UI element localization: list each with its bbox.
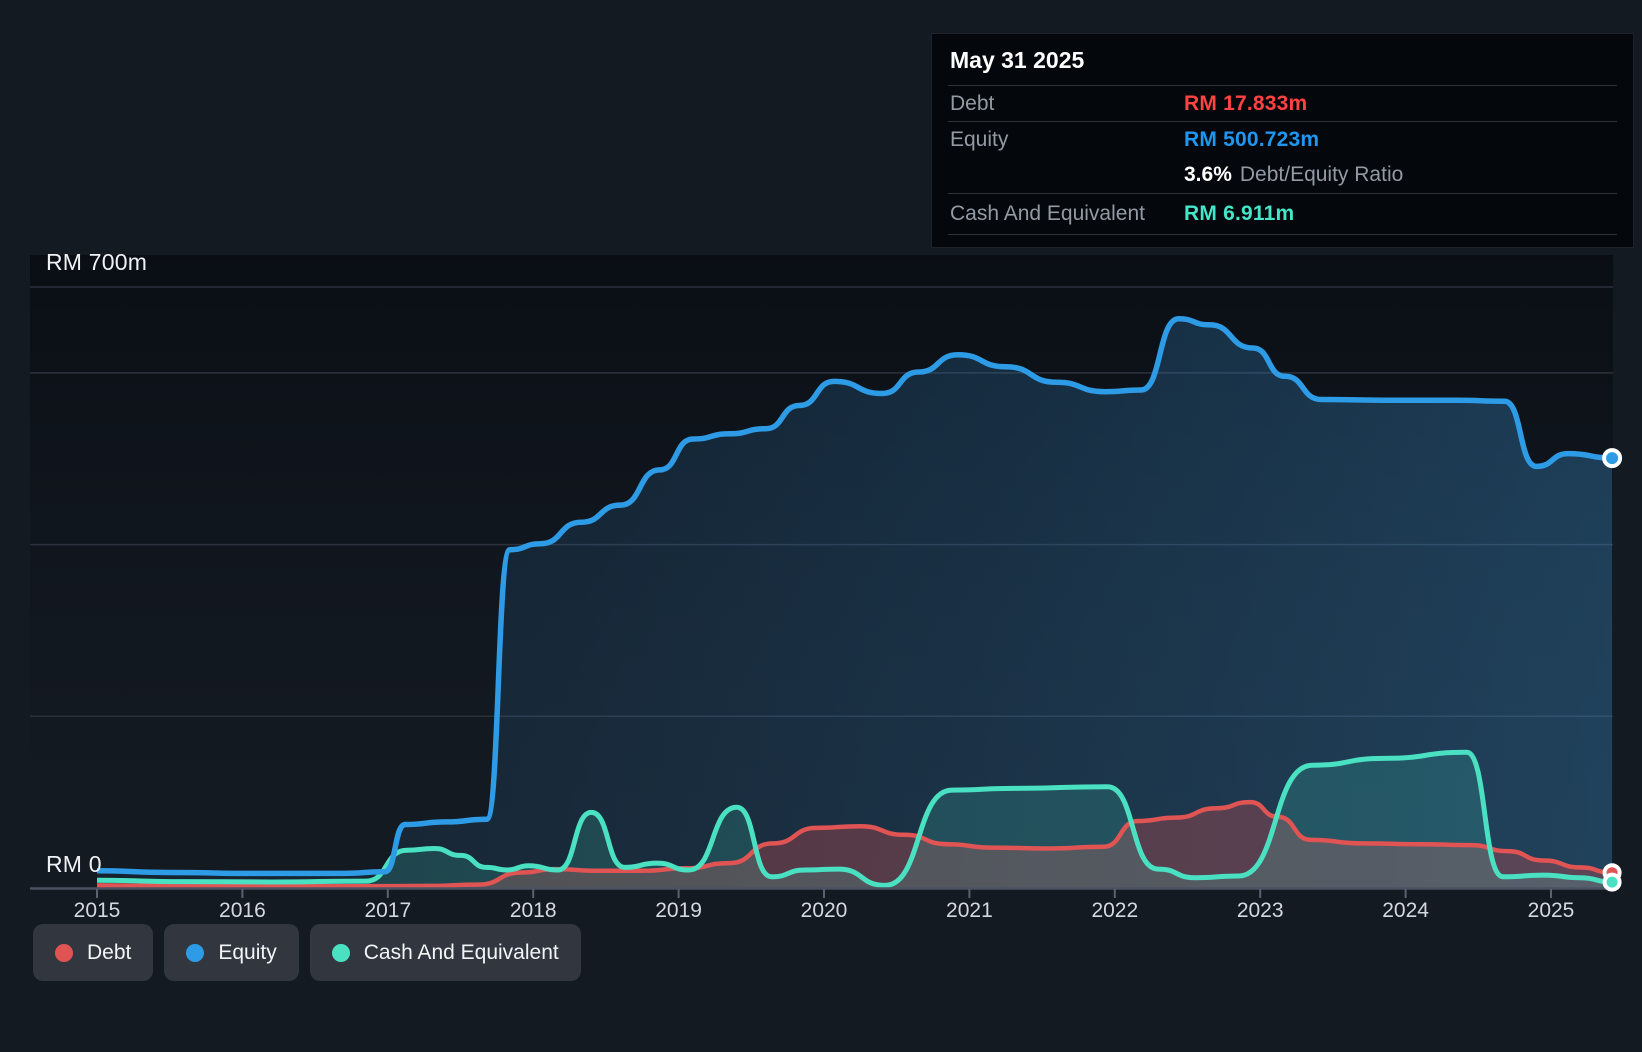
equity-dot-icon (186, 943, 205, 962)
year-label: 2022 (1091, 899, 1139, 922)
y-axis-zero-label: RM 0 (46, 851, 102, 877)
tooltip-debt-value: RM 17.833m (1184, 91, 1308, 115)
tooltip-row-debt: Debt RM 17.833m (948, 86, 1617, 122)
year-label: 2020 (800, 899, 848, 922)
chart-legend: Debt Equity Cash And Equivalent (33, 924, 581, 981)
legend-label: Debt (87, 940, 132, 964)
legend-item-cash[interactable]: Cash And Equivalent (309, 924, 581, 981)
year-label: 2015 (73, 899, 121, 922)
tooltip-date: May 31 2025 (948, 34, 1617, 86)
year-label: 2023 (1236, 899, 1284, 922)
cash-area (97, 752, 1613, 888)
tooltip-row-ratio: 3.6% Debt/Equity Ratio (948, 157, 1617, 194)
cash-line (96, 749, 1613, 888)
tooltip-ratio-value: 3.6% (1184, 163, 1232, 186)
year-label: 2017 (364, 899, 412, 922)
tooltip-debt-label: Debt (950, 91, 995, 115)
equity-line (96, 316, 1613, 877)
tooltip-equity-value: RM 500.723m (1184, 127, 1320, 151)
legend-item-debt[interactable]: Debt (33, 924, 154, 981)
cash-endpoint-marker (1602, 872, 1622, 892)
year-label: 2019 (655, 899, 702, 922)
tooltip-equity-label: Equity (950, 127, 1009, 151)
hover-tooltip: May 31 2025 Debt RM 17.833m Equity RM 50… (931, 33, 1634, 248)
legend-item-equity[interactable]: Equity (164, 924, 299, 981)
tooltip-cash-value: RM 6.911m (1184, 202, 1295, 225)
tooltip-cash-label: Cash And Equivalent (950, 202, 1145, 225)
debt-line (96, 799, 1613, 889)
legend-label: Cash And Equivalent (363, 940, 559, 964)
debt-area (97, 802, 1613, 888)
tooltip-ratio-label: Debt/Equity Ratio (1239, 163, 1404, 186)
year-label: 2021 (946, 899, 993, 922)
year-label: 2024 (1382, 899, 1429, 922)
legend-label: Equity (218, 940, 277, 964)
x-axis-ticks (96, 889, 1552, 898)
cash-dot-icon (331, 943, 350, 962)
year-label: 2018 (509, 899, 557, 922)
y-axis-max-label: RM 700m (46, 249, 148, 275)
year-label: 2016 (219, 899, 266, 922)
debt-dot-icon (55, 943, 73, 962)
equity-endpoint-marker (1602, 448, 1623, 469)
tooltip-row-cash: Cash And Equivalent RM 6.911m (948, 194, 1617, 235)
equity-area (97, 318, 1613, 888)
year-label: 2025 (1527, 899, 1575, 922)
tooltip-row-equity: Equity RM 500.723m (948, 122, 1617, 157)
